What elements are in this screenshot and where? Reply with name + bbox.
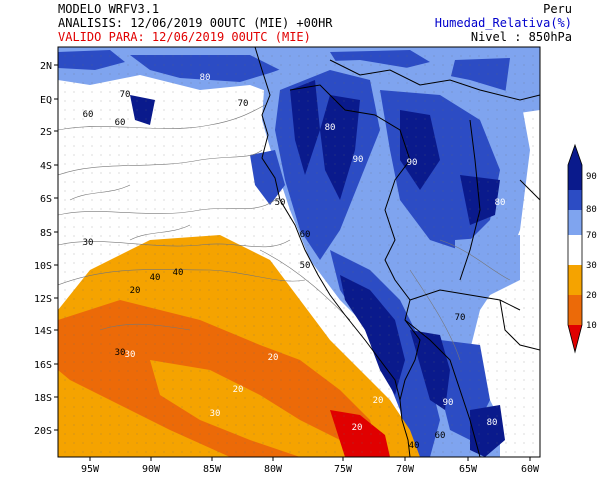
contour-label: 40 xyxy=(409,441,420,451)
contour-label: 50 xyxy=(300,261,311,271)
contour-label: 20 xyxy=(268,353,279,363)
lat-tick-label: 16S xyxy=(34,360,52,371)
contour-label: 80 xyxy=(200,73,211,83)
lat-tick-label: 10S xyxy=(34,261,52,272)
colorbar-swatch xyxy=(568,165,582,190)
colorbar-swatch xyxy=(568,295,582,325)
contour-label: 70 xyxy=(455,313,466,323)
contour-label: 90 xyxy=(407,158,418,168)
model-name: MODELO WRFV3.1 xyxy=(58,2,160,16)
analysis-time: ANALISIS: 12/06/2019 00UTC (MIE) +00HR xyxy=(58,16,333,30)
lat-tick-label: 2N xyxy=(40,61,52,72)
lat-tick-label: 18S xyxy=(34,393,52,404)
humidity-field xyxy=(58,47,540,457)
lat-axis: 2N EQ 2S 4S 6S 8S 10S 12S 14S 16S 18S 20… xyxy=(34,61,58,437)
colorbar-label: 20 xyxy=(586,291,597,301)
lat-tick-label: 2S xyxy=(40,127,52,138)
contour-label: 40 xyxy=(150,273,161,283)
contour-label: 70 xyxy=(238,99,249,109)
lon-tick-label: 75W xyxy=(334,464,353,475)
colorbar-label: 30 xyxy=(586,261,597,271)
valid-time: VALIDO PARA: 12/06/2019 00UTC (MIE) xyxy=(58,30,311,44)
contour-label: 60 xyxy=(300,230,311,240)
lon-tick-label: 65W xyxy=(459,464,478,475)
colorbar-top-arrow xyxy=(568,145,582,165)
lat-tick-label: EQ xyxy=(40,95,52,106)
colorbar-swatch xyxy=(568,265,582,295)
lon-tick-label: 70W xyxy=(396,464,415,475)
colorbar-swatch xyxy=(568,235,582,265)
contour-label: 20 xyxy=(373,396,384,406)
contour-label: 60 xyxy=(115,118,126,128)
lat-tick-label: 4S xyxy=(40,161,52,172)
colorbar-swatch xyxy=(568,190,582,210)
lon-tick-label: 95W xyxy=(81,464,100,475)
contour-label: 70 xyxy=(120,90,131,100)
contour-label: 20 xyxy=(233,385,244,395)
coastline xyxy=(254,47,540,457)
contour-label: 20 xyxy=(352,423,363,433)
lat-tick-label: 8S xyxy=(40,228,52,239)
contour-label: 80 xyxy=(325,123,336,133)
lat-tick-label: 20S xyxy=(34,426,52,437)
variable-name: Humedad_Relativa(%) xyxy=(434,16,572,30)
colorbar-label: 80 xyxy=(586,205,597,215)
lat-tick-label: 14S xyxy=(34,326,52,337)
contour-label: 90 xyxy=(353,155,364,165)
contour-label: 50 xyxy=(275,198,286,208)
lon-tick-label: 90W xyxy=(142,464,161,475)
contour-label: 80 xyxy=(487,418,498,428)
colorbar-label: 70 xyxy=(586,231,597,241)
colorbar-bottom-arrow xyxy=(568,325,582,352)
contour-labels: 80 70 60 50 40 30 20 80 70 60 90 90 80 3… xyxy=(83,73,506,451)
colorbar: 90 80 70 30 20 10 xyxy=(567,143,597,354)
contour-label: 80 xyxy=(495,198,506,208)
colorbar-label: 90 xyxy=(586,172,597,182)
map-frame xyxy=(57,46,541,458)
lon-tick-label: 60W xyxy=(521,464,540,475)
contour-label: 30 xyxy=(83,238,94,248)
region-name: Peru xyxy=(543,2,572,16)
contour-label: 30 xyxy=(210,409,221,419)
lon-tick-label: 80W xyxy=(264,464,283,475)
pressure-level: Nivel : 850hPa xyxy=(470,30,572,44)
contour-label: 40 xyxy=(173,268,184,278)
contour-label: 30 xyxy=(125,350,136,360)
colorbar-swatch xyxy=(568,210,582,235)
lon-tick-label: 85W xyxy=(203,464,222,475)
contour-label: 20 xyxy=(130,286,141,296)
contour-label: 30 xyxy=(115,348,126,358)
colorbar-label: 10 xyxy=(586,321,597,331)
lon-axis: 95W 90W 85W 80W 75W 70W 65W 60W xyxy=(81,457,540,475)
contour-label: 60 xyxy=(83,110,94,120)
contour-label: 60 xyxy=(435,431,446,441)
contour-label: 90 xyxy=(443,398,454,408)
lat-tick-label: 6S xyxy=(40,194,52,205)
lat-tick-label: 12S xyxy=(34,294,52,305)
